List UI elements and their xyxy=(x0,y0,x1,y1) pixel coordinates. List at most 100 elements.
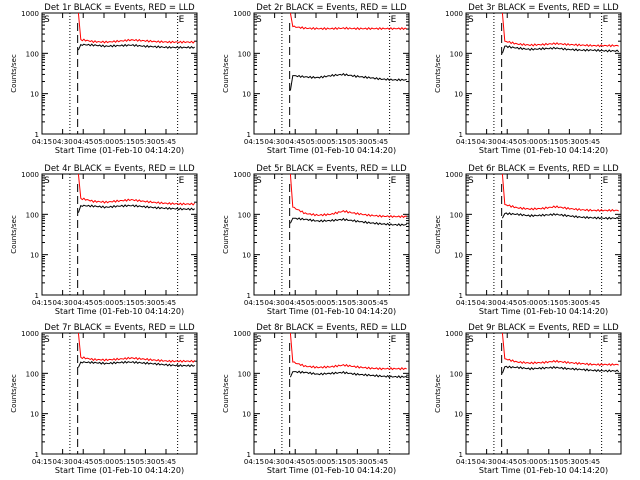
plot-frame xyxy=(41,332,198,455)
start-marker-label: S xyxy=(256,176,262,186)
x-tick-label: 05:15 xyxy=(327,138,347,146)
y-tick-label: 1000 xyxy=(445,10,463,18)
x-tick-label: 05:30 xyxy=(347,138,367,146)
x-axis-label: Start Time (01-Feb-10 04:14:20) xyxy=(55,146,184,155)
x-tick-label: 04:30 xyxy=(477,299,497,307)
x-tick-label: 05:45 xyxy=(368,458,388,466)
x-tick-label: 05:00 xyxy=(518,299,538,307)
x-tick-label: 04:45 xyxy=(497,299,517,307)
y-tick-label: 100 xyxy=(238,211,251,219)
x-tick-label: 04:15 xyxy=(244,138,264,146)
detector-panel-9: Det 9r BLACK = Events, RED = LLD 1 10 100 10… xyxy=(434,323,622,475)
series-line-events xyxy=(77,204,195,213)
series-line-events xyxy=(289,217,407,227)
x-tick-label: 05:30 xyxy=(347,299,367,307)
y-axis-label: Counts/sec xyxy=(222,54,230,93)
x-axis-label: Start Time (01-Feb-10 04:14:20) xyxy=(479,146,608,155)
y-tick-label: 100 xyxy=(26,50,39,58)
x-axis-label: Start Time (01-Feb-10 04:14:20) xyxy=(479,466,608,475)
x-axis-label: Start Time (01-Feb-10 04:14:20) xyxy=(55,466,184,475)
series-line-events xyxy=(77,360,195,368)
start-marker-label: S xyxy=(44,176,50,186)
end-marker-label: E xyxy=(603,176,609,186)
y-axis-label: Counts/sec xyxy=(434,54,442,93)
y-tick-label: 1 xyxy=(35,292,39,300)
x-tick-label: 05:15 xyxy=(539,138,559,146)
series-line-lld xyxy=(77,173,196,206)
y-tick-label: 10 xyxy=(454,411,463,419)
series-line-lld xyxy=(501,12,619,48)
x-tick-label: 05:00 xyxy=(518,458,538,466)
x-axis-label: Start Time (01-Feb-10 04:14:20) xyxy=(479,307,608,316)
detector-panel-2: Det 2r BLACK = Events, RED = LLD 1 10 100 10… xyxy=(222,3,410,155)
series-line-lld xyxy=(77,12,196,44)
x-tick-label: 04:15 xyxy=(244,299,264,307)
x-tick-label: 04:45 xyxy=(73,458,93,466)
y-tick-label: 1 xyxy=(459,451,463,459)
detector-panel-4: Det 4r BLACK = Events, RED = LLD 1 10 100 10… xyxy=(10,164,198,316)
x-tick-label: 05:15 xyxy=(539,458,559,466)
detector-panel-3: Det 3r BLACK = Events, RED = LLD 1 10 100 10… xyxy=(434,3,622,155)
plot-frame xyxy=(41,173,198,296)
x-tick-label: 04:30 xyxy=(265,138,285,146)
x-tick-label: 04:30 xyxy=(53,138,73,146)
y-tick-label: 10 xyxy=(242,411,251,419)
x-tick-label: 05:45 xyxy=(368,138,388,146)
x-tick-label: 04:45 xyxy=(497,458,517,466)
start-marker-label: S xyxy=(44,15,50,25)
y-tick-label: 100 xyxy=(26,211,39,219)
plot-frame xyxy=(253,173,410,296)
panel-title: Det 7r BLACK = Events, RED = LLD xyxy=(44,323,195,333)
series-line-events xyxy=(501,212,620,220)
x-tick-label: 05:15 xyxy=(115,138,135,146)
y-axis-label: Counts/sec xyxy=(10,374,18,413)
start-marker-label: S xyxy=(256,335,262,345)
y-tick-label: 1000 xyxy=(233,171,251,179)
y-axis-label: Counts/sec xyxy=(222,374,230,413)
x-tick-label: 05:00 xyxy=(306,138,326,146)
x-tick-label: 05:30 xyxy=(135,299,155,307)
y-axis-label: Counts/sec xyxy=(10,215,18,254)
start-marker-label: S xyxy=(256,15,262,25)
detector-panel-6: Det 6r BLACK = Events, RED = LLD 1 10 100 10… xyxy=(434,164,622,316)
y-tick-label: 100 xyxy=(26,370,39,378)
x-tick-label: 04:15 xyxy=(456,458,476,466)
end-marker-label: E xyxy=(179,176,185,186)
x-tick-label: 04:15 xyxy=(456,138,476,146)
y-axis-label: Counts/sec xyxy=(10,54,18,93)
x-tick-label: 05:00 xyxy=(518,138,538,146)
start-marker-label: S xyxy=(44,335,50,345)
y-tick-label: 100 xyxy=(450,370,463,378)
x-tick-label: 04:45 xyxy=(73,299,93,307)
y-tick-label: 1 xyxy=(247,131,251,139)
x-tick-label: 05:15 xyxy=(115,299,135,307)
y-tick-label: 10 xyxy=(30,91,39,99)
x-tick-label: 05:30 xyxy=(135,458,155,466)
x-tick-label: 04:15 xyxy=(244,458,264,466)
y-tick-label: 1000 xyxy=(21,330,39,338)
x-tick-label: 05:15 xyxy=(327,299,347,307)
y-tick-label: 10 xyxy=(30,252,39,260)
series-line-lld xyxy=(289,173,407,219)
x-tick-label: 05:45 xyxy=(580,299,600,307)
x-tick-label: 05:00 xyxy=(94,458,114,466)
x-tick-label: 04:15 xyxy=(32,458,52,466)
x-tick-label: 04:45 xyxy=(497,138,517,146)
plot-frame xyxy=(253,12,410,135)
panel-title: Det 3r BLACK = Events, RED = LLD xyxy=(468,3,619,13)
x-tick-label: 04:15 xyxy=(456,299,476,307)
y-tick-label: 1 xyxy=(35,451,39,459)
x-tick-label: 05:00 xyxy=(94,138,114,146)
panel-title: Det 2r BLACK = Events, RED = LLD xyxy=(256,3,407,13)
panel-title: Det 5r BLACK = Events, RED = LLD xyxy=(256,164,407,174)
y-axis-label: Counts/sec xyxy=(222,215,230,254)
y-tick-label: 1000 xyxy=(445,330,463,338)
x-axis-label: Start Time (01-Feb-10 04:14:20) xyxy=(267,466,396,475)
start-marker-label: S xyxy=(468,176,474,186)
series-line-events xyxy=(77,43,195,51)
y-tick-label: 1000 xyxy=(21,171,39,179)
x-tick-label: 04:30 xyxy=(53,458,73,466)
x-tick-label: 04:15 xyxy=(32,299,52,307)
y-axis-label: Counts/sec xyxy=(434,374,442,413)
